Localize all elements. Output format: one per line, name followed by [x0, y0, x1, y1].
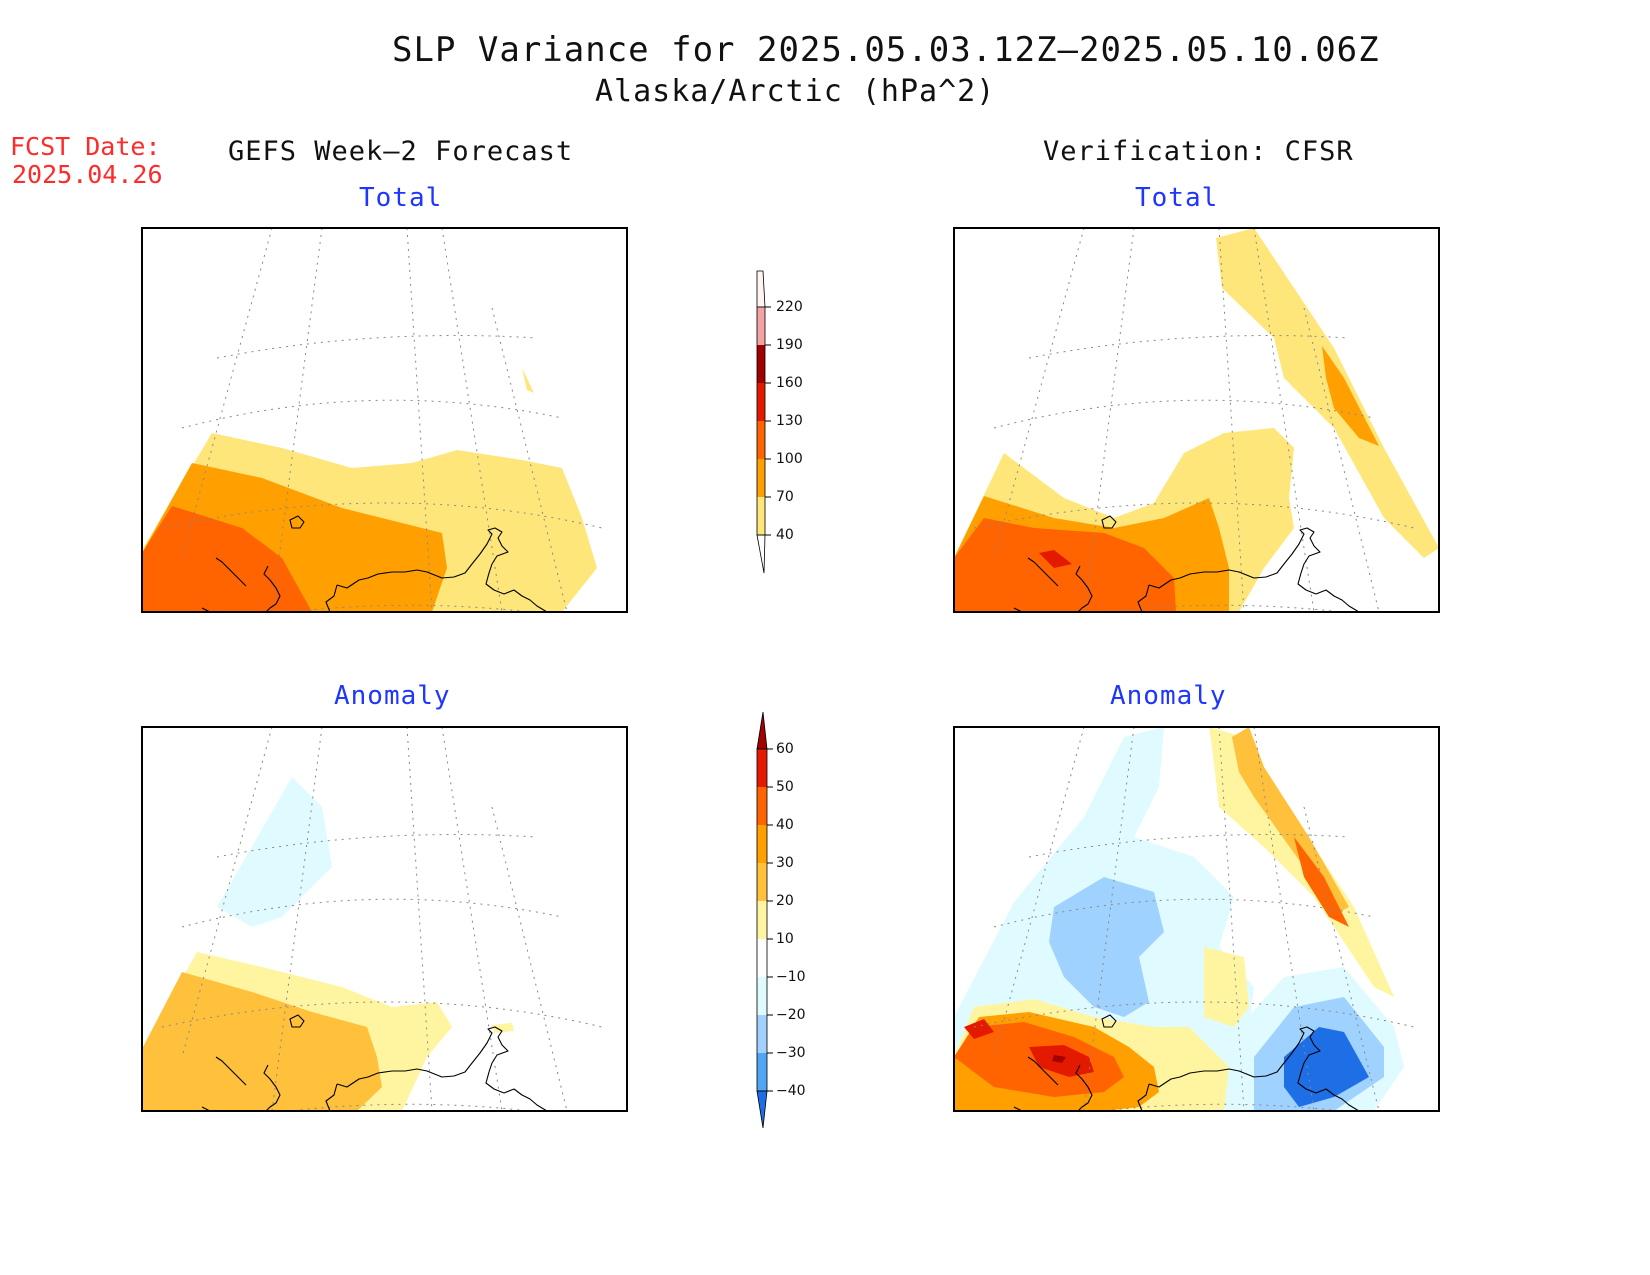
colorbar-anomaly-swatch-neg30-neg20 — [757, 1015, 767, 1053]
colorbar-total — [757, 271, 771, 573]
colorbar-anomaly-swatch-neg20-neg10 — [757, 977, 767, 1015]
colorbar-anomaly-label-neg40: −40 — [776, 1083, 806, 1099]
colorbar-anomaly — [757, 712, 773, 1128]
colorbar-anomaly-label-30: 30 — [776, 855, 794, 871]
colorbar-total-label-130: 130 — [776, 413, 803, 429]
colorbar-anomaly-label-60: 60 — [776, 741, 794, 757]
colorbar-total-swatch-130-160 — [757, 383, 765, 421]
colorbar-total-label-160: 160 — [776, 375, 803, 391]
colorbar-anomaly-swatch-neg40-neg30 — [757, 1053, 767, 1091]
colorbar-total-label-70: 70 — [776, 489, 794, 505]
colorbar-anomaly-swatch-30-40 — [757, 825, 767, 863]
colorbar-anomaly-label-neg10: −10 — [776, 969, 806, 985]
colorbar-anomaly-label-40: 40 — [776, 817, 794, 833]
map-verification-total — [954, 228, 1439, 808]
colorbar-anomaly-label-10: 10 — [776, 931, 794, 947]
colorbar-anomaly-swatch-10-20 — [757, 901, 767, 939]
colorbar-anomaly-swatch-50-60 — [757, 749, 767, 787]
colorbar-anomaly-swatch-40-50 — [757, 787, 767, 825]
colorbar-total-swatch-70-100 — [757, 459, 765, 497]
map-forecast-anomaly — [142, 727, 627, 1275]
colorbar-total-swatch-40-70 — [757, 497, 765, 535]
colorbar-total-label-40: 40 — [776, 527, 794, 543]
colorbar-total-swatch-100-130 — [757, 421, 765, 459]
colorbar-anomaly-label-neg20: −20 — [776, 1007, 806, 1023]
colorbar-total-label-190: 190 — [776, 337, 803, 353]
map-forecast-total — [142, 228, 627, 808]
colorbar-total-swatch-160-190 — [757, 345, 765, 383]
colorbar-anomaly-label-neg30: −30 — [776, 1045, 806, 1061]
colorbar-total-label-220: 220 — [776, 299, 803, 315]
colorbar-anomaly-label-50: 50 — [776, 779, 794, 795]
map-verification-anomaly — [954, 727, 1439, 1275]
colorbar-anomaly-swatch-20-30 — [757, 863, 767, 901]
colorbar-anomaly-label-20: 20 — [776, 893, 794, 909]
colorbar-anomaly-swatch-neg10-10 — [757, 939, 767, 977]
colorbar-total-swatch-190-220 — [757, 307, 765, 345]
colorbar-total-label-100: 100 — [776, 451, 803, 467]
